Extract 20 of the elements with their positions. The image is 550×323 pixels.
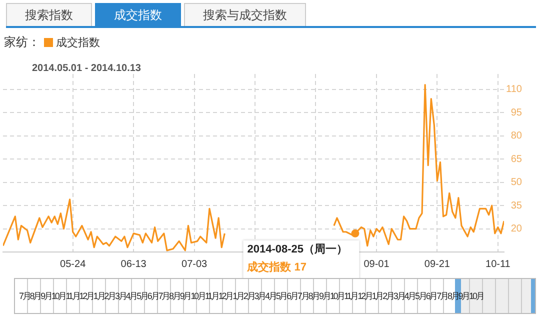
y-tick-label: 50 (510, 177, 522, 188)
y-tick-label: 80 (510, 130, 522, 142)
text: 搜索指数 (6, 3, 92, 26)
x-tick-label: 09-01 (364, 258, 390, 270)
text: 搜索与成交指数 (184, 3, 306, 26)
legend-label: 成交指数 (56, 36, 100, 50)
y-tick-label: 95 (510, 107, 522, 118)
y-tick-label: 35 (510, 200, 522, 212)
x-tick-label: 07-03 (182, 258, 208, 270)
y-tick-label: 20 (510, 224, 522, 235)
text: 成交指数 17 (246, 260, 307, 274)
annotation: 2014-08-25（周一） (247, 243, 348, 256)
x-tick-label: 09-21 (424, 258, 450, 270)
y-tick-label: 65 (510, 154, 522, 165)
x-tick-label: 06-13 (120, 258, 147, 270)
chart-subtitle: 2014.05.01 - 2014.10.13 (32, 63, 141, 74)
chart-title: 家纺： (4, 34, 40, 51)
y-tick-label: 110 (506, 84, 522, 96)
x-tick-label: 05-24 (60, 258, 86, 270)
x-tick-label: 10-11 (486, 258, 511, 270)
